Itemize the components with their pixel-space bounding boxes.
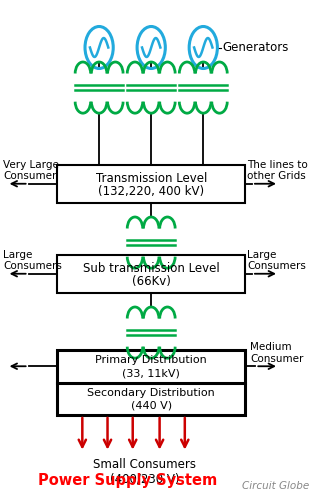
Text: Small Consumers
(400/230 V): Small Consumers (400/230 V) (93, 458, 196, 485)
Text: Sub transmission Level: Sub transmission Level (83, 262, 219, 274)
Text: Primary Distribution: Primary Distribution (95, 356, 207, 366)
Bar (57, 350, 245, 415)
Bar (57, 255, 245, 292)
Text: Large
Consumers: Large Consumers (247, 250, 306, 271)
Bar (57, 165, 245, 202)
Text: (132,220, 400 kV): (132,220, 400 kV) (98, 186, 204, 198)
Text: (33, 11kV): (33, 11kV) (122, 368, 180, 378)
Text: (66Kv): (66Kv) (132, 276, 171, 288)
Text: Transmission Level: Transmission Level (95, 172, 207, 184)
Text: Very Large
Consumer: Very Large Consumer (3, 160, 59, 181)
Text: Circuit Globe: Circuit Globe (242, 481, 309, 491)
Text: Medium
Consumer: Medium Consumer (250, 342, 304, 364)
Text: Large
Consumers: Large Consumers (3, 250, 62, 271)
Text: The lines to
other Grids: The lines to other Grids (247, 160, 308, 181)
Text: Power Supply System: Power Supply System (38, 472, 217, 488)
Text: Generators: Generators (222, 41, 289, 54)
Text: (440 V): (440 V) (131, 401, 172, 411)
Text: Secondary Distribution: Secondary Distribution (87, 388, 215, 398)
